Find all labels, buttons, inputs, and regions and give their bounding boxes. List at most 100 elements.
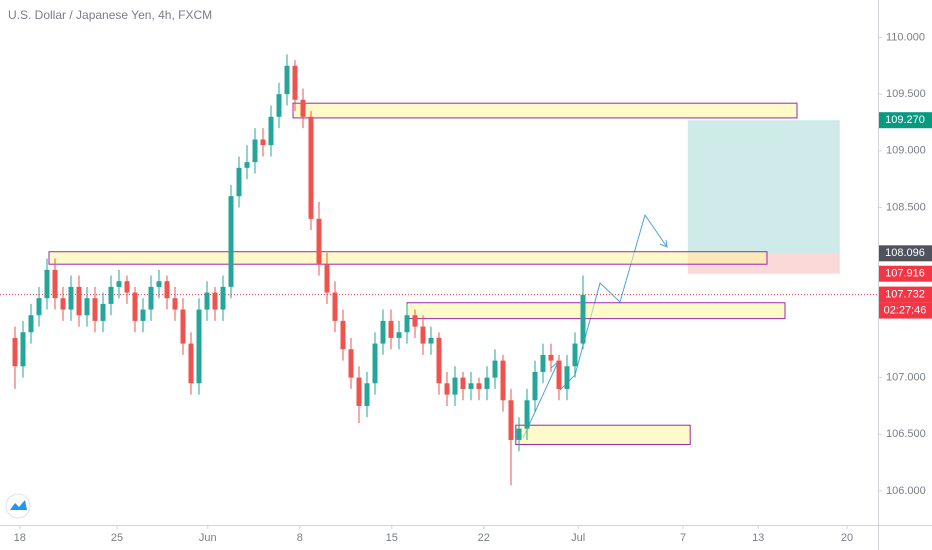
candle-body <box>380 320 386 344</box>
candle-body <box>572 343 578 367</box>
x-tick-label: 18 <box>14 532 26 544</box>
candle-body <box>508 400 514 440</box>
y-tick-label: 107.000 <box>886 371 926 383</box>
candle-body <box>236 167 242 197</box>
candle-body <box>116 281 122 287</box>
candle-body <box>44 269 50 299</box>
x-tick-label: 22 <box>478 532 490 544</box>
candle-body <box>308 116 314 219</box>
candle-body <box>420 326 426 344</box>
countdown: 02:27:46 <box>884 304 927 316</box>
price-label: 107.732 <box>885 288 925 300</box>
candle-body <box>340 320 346 350</box>
x-tick-label: 15 <box>386 532 398 544</box>
price-label-bg <box>879 265 932 282</box>
zone <box>515 424 691 445</box>
candle-body <box>84 298 90 316</box>
y-tick-label: 110.000 <box>886 31 925 43</box>
zone <box>48 251 768 265</box>
x-tick-label: 20 <box>841 532 853 544</box>
candle-body <box>76 286 82 316</box>
candle-body <box>212 292 218 310</box>
candle-body <box>268 116 274 146</box>
candle-body <box>68 286 74 310</box>
candle-body <box>564 366 570 389</box>
candle-body <box>500 360 506 401</box>
candle-body <box>428 337 434 344</box>
arrow <box>559 213 668 391</box>
candle-body <box>124 281 130 293</box>
chart-title: U.S. Dollar / Japanese Yen, 4h, FXCM <box>8 8 212 22</box>
price-label: 108.096 <box>885 247 925 259</box>
candle-body <box>492 360 498 378</box>
candle-body <box>532 371 538 401</box>
candle-body <box>316 218 322 265</box>
x-tick-label: 7 <box>680 532 686 544</box>
price-label-bg <box>879 286 932 303</box>
candle-body <box>260 139 266 146</box>
candle-body <box>140 309 146 321</box>
price-label: 109.270 <box>885 114 925 126</box>
candle-body <box>332 292 338 321</box>
candle-body <box>132 292 138 321</box>
countdown-bg <box>879 302 932 319</box>
y-tick-label: 106.000 <box>886 485 926 497</box>
candle-body <box>484 377 490 389</box>
candle-body <box>284 65 290 95</box>
candle-body <box>188 343 194 384</box>
candle-body <box>468 383 474 389</box>
logo <box>5 493 31 519</box>
candle-body <box>172 298 178 310</box>
candle-body <box>540 354 546 372</box>
candle-body <box>476 383 482 389</box>
x-tick-label: Jul <box>571 532 585 544</box>
price-label-bg <box>879 245 932 262</box>
candle-body <box>180 309 186 344</box>
zone <box>406 302 786 320</box>
candle-body <box>20 332 26 367</box>
zone <box>292 102 798 119</box>
candle-body <box>412 315 418 327</box>
candle-body <box>52 269 58 299</box>
candle-body <box>156 281 162 287</box>
x-tick-label: 8 <box>297 532 303 544</box>
candle-body <box>148 286 154 310</box>
candle-body <box>108 286 114 304</box>
y-tick-label: 109.000 <box>886 145 926 157</box>
price-label-bg <box>879 112 932 129</box>
candle-body <box>372 343 378 384</box>
y-tick-label: 109.500 <box>886 88 926 100</box>
candle-body <box>356 377 362 406</box>
candle-body <box>452 377 458 395</box>
candle-body <box>36 298 42 316</box>
x-tick-label: 25 <box>111 532 123 544</box>
candle-body <box>460 377 466 389</box>
candle-body <box>396 332 402 338</box>
candle-body <box>100 303 106 321</box>
profit-zone <box>687 120 840 254</box>
candle-body <box>388 320 394 338</box>
candle-body <box>228 196 234 287</box>
candle-body <box>436 337 442 384</box>
candle-body <box>580 294 586 344</box>
candle-body <box>404 315 410 333</box>
candle-body <box>12 337 18 367</box>
candle-body <box>252 139 258 163</box>
candle-body <box>444 383 450 395</box>
candle-body <box>292 65 298 100</box>
candle-body <box>348 349 354 378</box>
candle-body <box>164 281 170 299</box>
candle-body <box>92 298 98 321</box>
candle-body <box>300 99 306 117</box>
candle-body <box>28 315 34 333</box>
candle-body <box>324 264 330 293</box>
price-label: 107.916 <box>885 268 925 280</box>
candle-body <box>220 286 226 310</box>
candle-body <box>364 383 370 406</box>
candle-body <box>516 428 522 440</box>
candle-body <box>204 292 210 310</box>
y-tick-label: 106.500 <box>886 428 926 440</box>
x-tick-label: Jun <box>199 532 217 544</box>
y-tick-label: 108.500 <box>886 201 926 213</box>
